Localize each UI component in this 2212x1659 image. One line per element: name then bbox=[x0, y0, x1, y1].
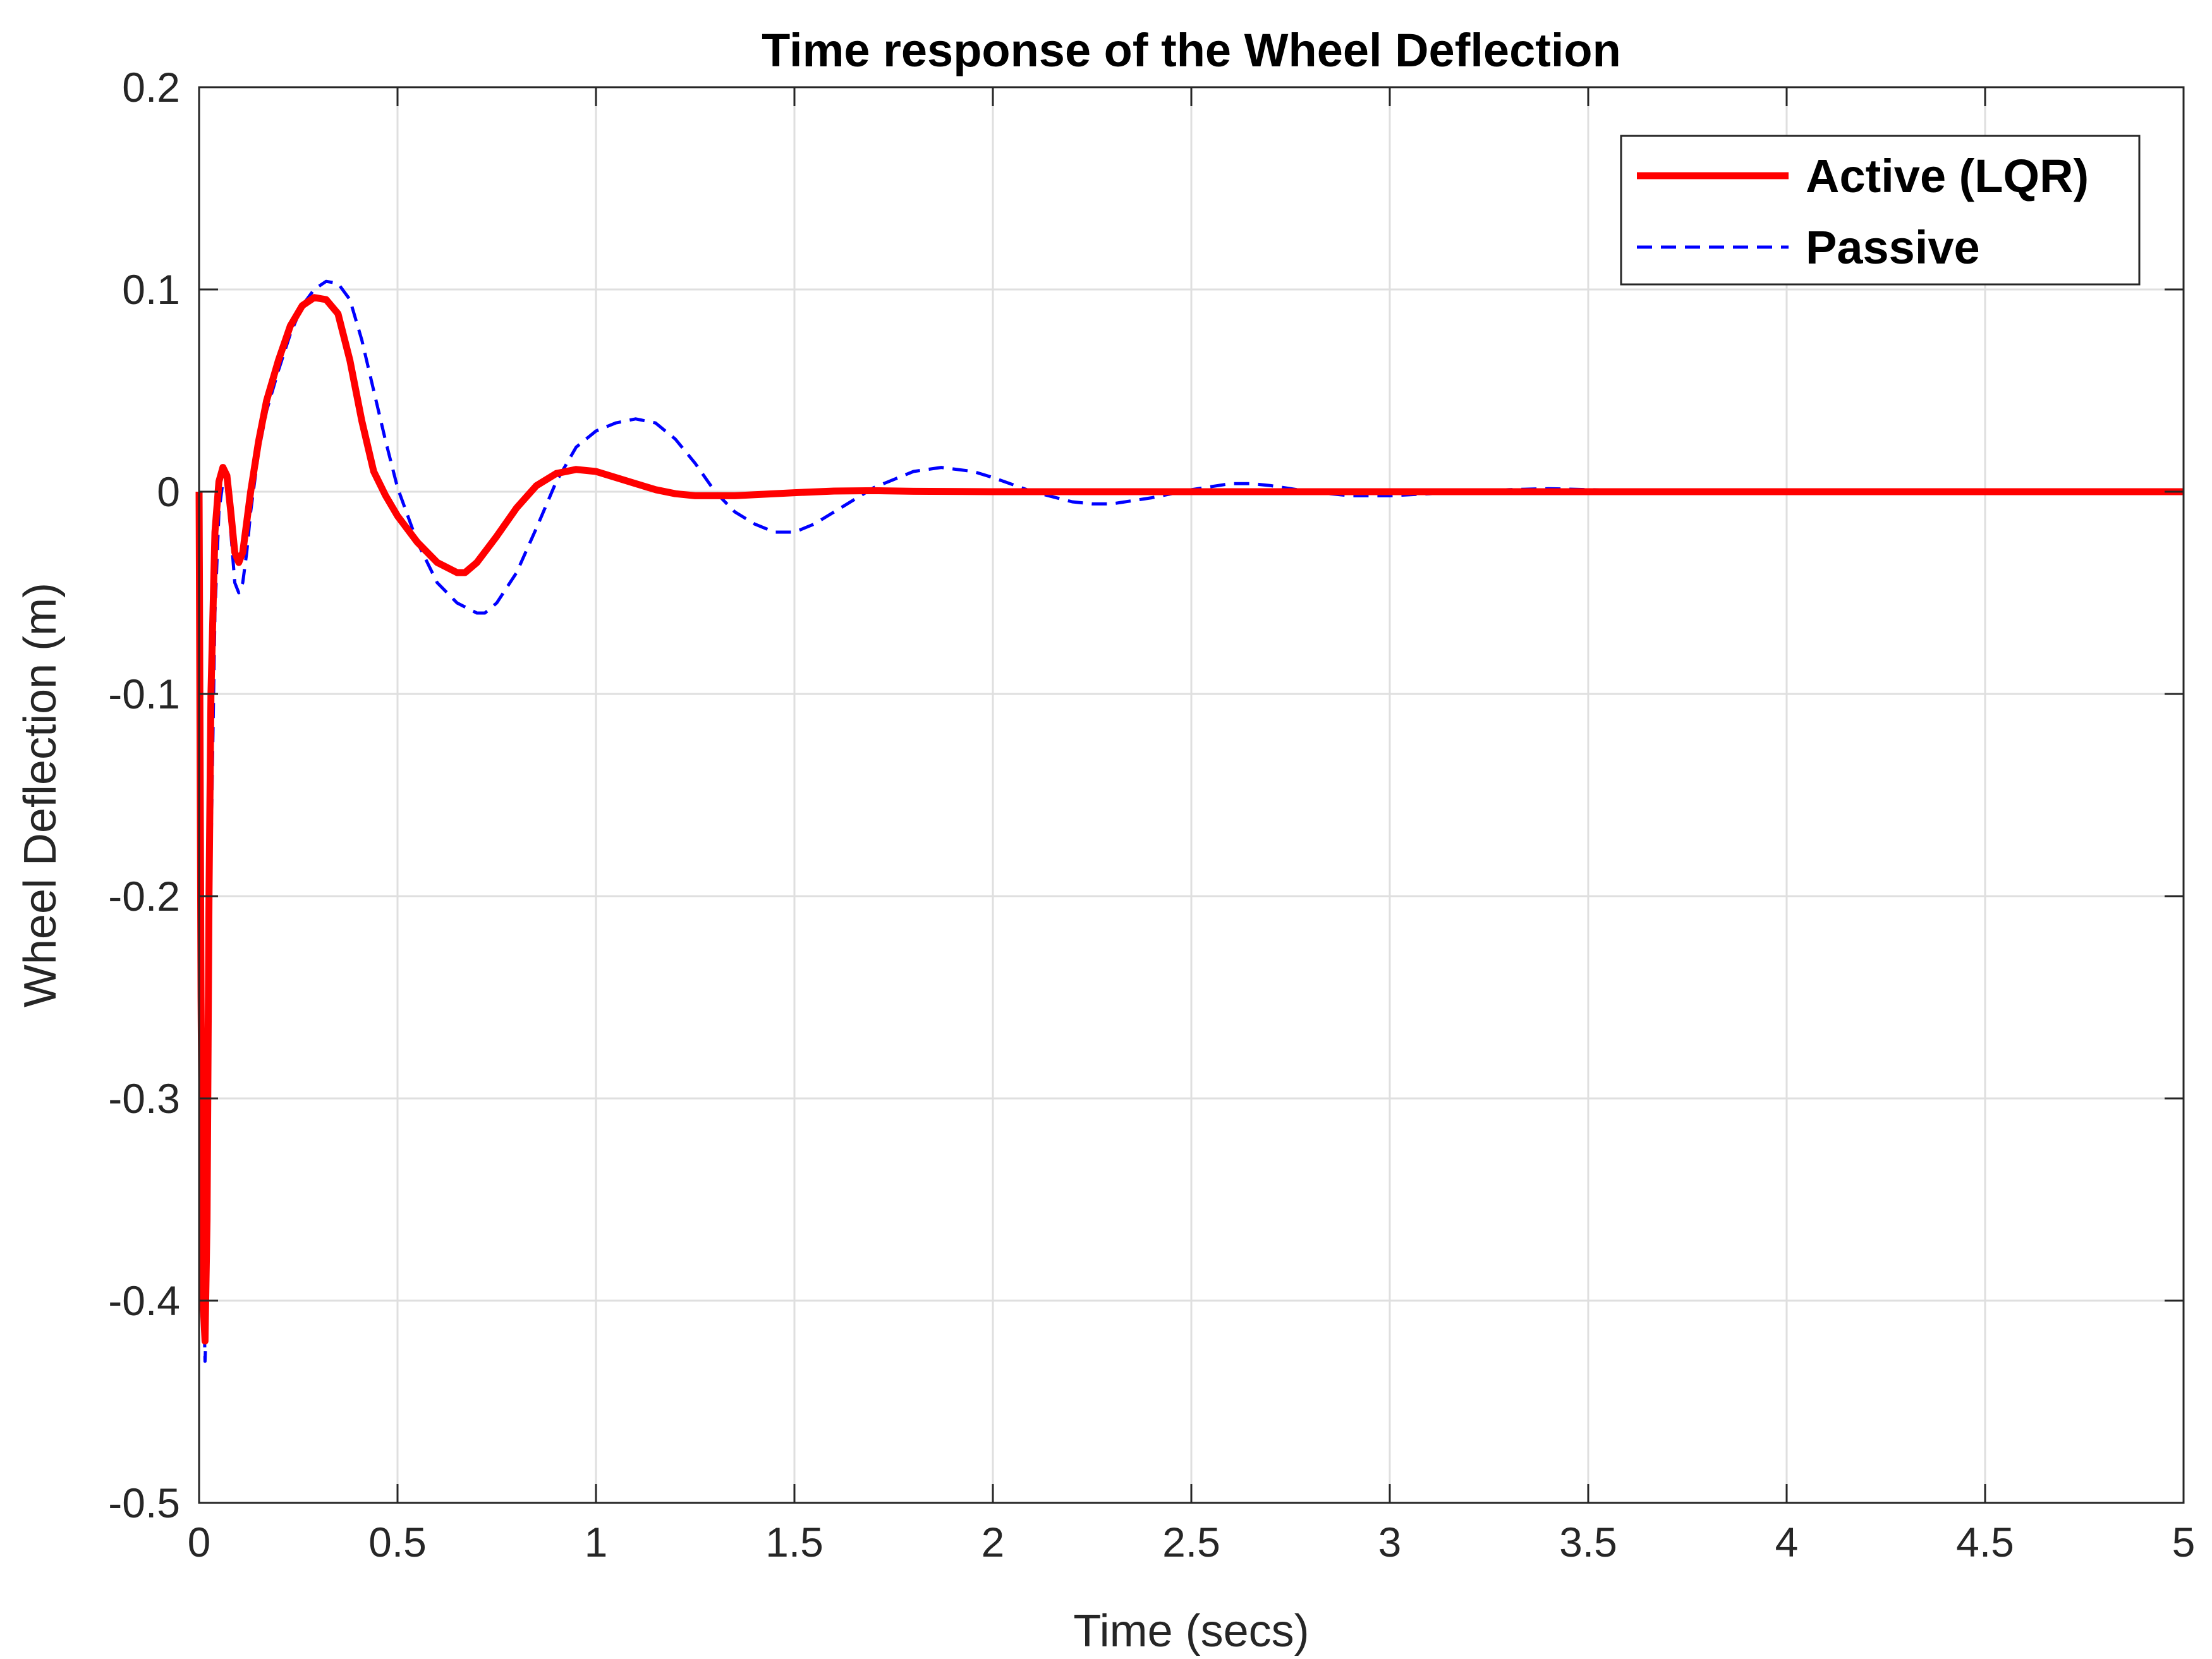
x-tick-label: 3.5 bbox=[1559, 1519, 1617, 1565]
x-tick-label: 1 bbox=[585, 1519, 608, 1565]
y-tick-label: -0.5 bbox=[108, 1480, 180, 1526]
x-tick-label: 1.5 bbox=[765, 1519, 823, 1565]
y-tick-label: 0 bbox=[157, 468, 180, 515]
tick-labels: 0 0.5 1 1.5 2 2.5 3 3.5 4 4.5 5 -0.5 -0.4 -0.3 -0.2 -0.… bbox=[108, 64, 2195, 1565]
x-tick-label: 4 bbox=[1775, 1519, 1799, 1565]
series-line-active bbox=[195, 294, 2184, 1345]
series-line-passive bbox=[197, 279, 2184, 1363]
legend-label: Passive bbox=[1806, 221, 1980, 274]
series-layer bbox=[195, 279, 2184, 1363]
x-tick-label: 5 bbox=[2172, 1519, 2196, 1565]
y-tick-label: -0.4 bbox=[108, 1277, 180, 1324]
y-tick-label: -0.3 bbox=[108, 1075, 180, 1122]
legend-label: Active (LQR) bbox=[1806, 150, 2089, 202]
y-tick-label: 0.1 bbox=[122, 266, 180, 313]
y-axis-label: Wheel Deflection (m) bbox=[15, 583, 66, 1007]
x-tick-label: 3 bbox=[1378, 1519, 1402, 1565]
x-tick-label: 0 bbox=[188, 1519, 211, 1565]
x-tick-label: 0.5 bbox=[368, 1519, 427, 1565]
y-tick-label: -0.2 bbox=[108, 873, 180, 920]
x-axis-label: Time (secs) bbox=[1073, 1606, 1309, 1656]
legend: Active (LQR) Passive bbox=[1620, 135, 2141, 286]
y-tick-label: -0.1 bbox=[108, 671, 180, 717]
legend-box bbox=[1620, 135, 2141, 286]
ticks bbox=[198, 86, 2185, 1504]
x-tick-label: 2.5 bbox=[1162, 1519, 1220, 1565]
chart-title: Time response of the Wheel Deflection bbox=[762, 24, 1621, 76]
x-tick-label: 4.5 bbox=[1956, 1519, 2014, 1565]
x-tick-label: 2 bbox=[981, 1519, 1005, 1565]
y-tick-label: 0.2 bbox=[122, 64, 180, 111]
